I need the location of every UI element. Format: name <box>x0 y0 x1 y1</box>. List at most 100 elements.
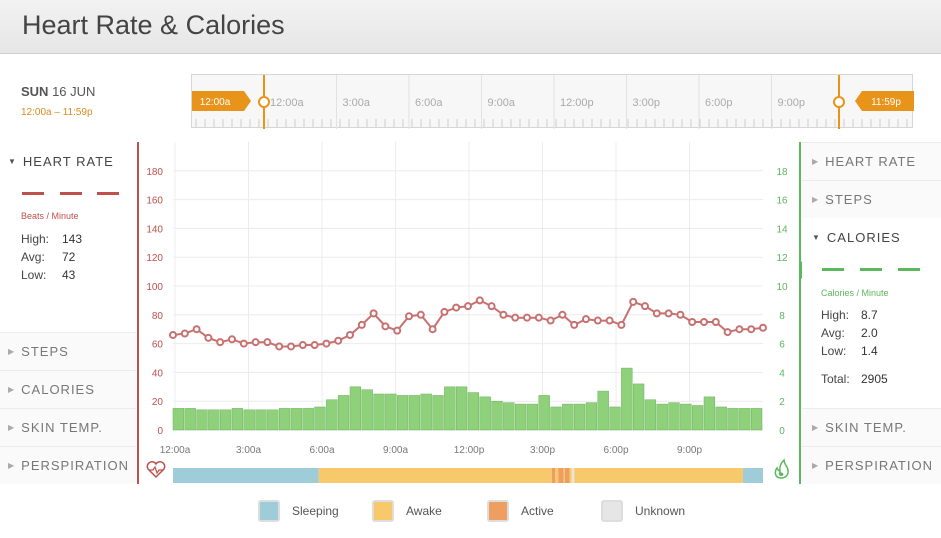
calorie-bar <box>703 396 716 431</box>
heart-rate-point <box>629 297 638 306</box>
calorie-bar <box>349 386 362 431</box>
steps-label: STEPS <box>21 344 69 359</box>
calories-label: CALORIES <box>826 229 901 245</box>
activity-strip-segment <box>571 468 575 483</box>
chevron-right-icon: ▶ <box>812 195 820 204</box>
heart-rate-point <box>298 341 307 350</box>
timeline-tick-label: 3:00p <box>633 97 661 109</box>
right-heart-rate-row[interactable]: ▶ HEART RATE <box>802 142 941 180</box>
calories-low: 1.4 <box>861 344 878 358</box>
chevron-right-icon: ▶ <box>8 461 16 470</box>
calorie-bar <box>396 395 409 431</box>
calorie-bar <box>184 408 196 431</box>
heart-rate-point <box>534 313 543 322</box>
x-axis-tick-label: 12:00p <box>454 445 485 456</box>
legend-label: Sleeping <box>292 504 339 518</box>
calorie-bar <box>208 409 220 431</box>
range-end-flag[interactable] <box>855 91 918 111</box>
heart-rate-point <box>464 302 472 311</box>
calorie-bar <box>172 408 185 431</box>
heart-rate-line-swatch <box>97 192 119 195</box>
left-axis-tick-label: 160 <box>146 196 163 207</box>
heart-rate-point <box>676 310 685 319</box>
calorie-bar <box>255 409 267 431</box>
range-start-flag[interactable] <box>188 91 251 111</box>
calorie-bar <box>739 408 751 431</box>
x-axis-tick-label: 12:00a <box>160 445 191 456</box>
right-axis-tick-label: 16 <box>776 196 788 207</box>
timeline-tick-label: 6:00a <box>415 97 443 109</box>
timeline-tick-label: 12:00p <box>560 97 594 109</box>
left-calories-row[interactable]: ▶ CALORIES <box>0 370 136 408</box>
heart-rate-point <box>228 335 236 344</box>
page-header: Heart Rate & Calories <box>0 0 941 54</box>
heart-rate-point <box>546 316 555 325</box>
left-metric-panel: ▼ HEART RATE Beats / Minute High: 143 Av… <box>0 142 136 484</box>
timeline-track[interactable]: 12:00a 3:00a 6:00a 9:00a 12:00p 3:00p 6:00p 9:0… <box>188 75 918 129</box>
calorie-bar <box>479 396 491 431</box>
right-axis-tick-label: 10 <box>776 282 788 293</box>
heart-rate-point <box>582 315 590 324</box>
heart-rate-point <box>322 339 331 348</box>
calorie-bar <box>491 400 503 431</box>
heart-rate-point <box>346 330 354 339</box>
left-skin-temp-row[interactable]: ▶ SKIN TEMP. <box>0 408 136 446</box>
timeline-tick-label: 12:00a <box>270 97 305 109</box>
calorie-bar <box>373 393 385 431</box>
activity-strip-segment <box>173 468 319 483</box>
calorie-bar <box>302 408 314 431</box>
calorie-bar <box>444 386 456 431</box>
calorie-bar <box>432 395 444 431</box>
right-perspiration-row[interactable]: ▶ PERSPIRATION <box>802 446 941 484</box>
heart-rate-point <box>664 309 673 318</box>
heart-rate-point <box>452 303 461 312</box>
left-perspiration-row[interactable]: ▶ PERSPIRATION <box>0 446 136 484</box>
heart-rate-point <box>605 316 614 325</box>
heart-rate-point <box>723 328 732 337</box>
heart-rate-point <box>652 309 661 318</box>
range-end-handle[interactable] <box>833 96 845 108</box>
heart-rate-axis-marker <box>129 184 138 200</box>
left-steps-row[interactable]: ▶ STEPS <box>0 332 136 370</box>
calorie-bar <box>243 409 255 431</box>
right-axis-tick-label: 14 <box>776 224 788 235</box>
total-label: Total: <box>821 372 850 386</box>
range-start-handle[interactable] <box>258 96 270 108</box>
chevron-right-icon: ▶ <box>8 385 16 394</box>
right-steps-row[interactable]: ▶ STEPS <box>802 180 941 218</box>
avg-label: Avg: <box>21 250 45 264</box>
date-display: SUN 16 JUN 12:00a – 11:59p <box>21 84 95 118</box>
day-label: SUN <box>21 84 49 99</box>
calories-unit: Calories / Minute <box>821 288 889 298</box>
page-title: Heart Rate & Calories <box>22 10 285 40</box>
calorie-bar <box>644 399 657 431</box>
heart-rate-point <box>393 326 402 335</box>
right-skin-temp-row[interactable]: ▶ SKIN TEMP. <box>802 408 941 446</box>
legend-item: Active <box>487 500 554 522</box>
time-range-slider[interactable]: 12:00a 3:00a 6:00a 9:00a 12:00p 3:00p 6:00p 9:0… <box>188 74 918 129</box>
calorie-bar <box>290 408 303 431</box>
heart-rate-point <box>416 310 425 319</box>
left-heart-rate-header[interactable]: ▼ HEART RATE <box>0 142 136 180</box>
activity-strip-segment <box>742 468 763 483</box>
calorie-bar <box>326 399 338 431</box>
heart-rate-point <box>357 320 366 329</box>
heart-rate-point <box>369 309 378 318</box>
heart-rate-point <box>558 310 567 319</box>
calorie-bar <box>219 409 232 431</box>
activity-strip-segment <box>318 468 552 483</box>
x-axis-tick-label: 3:00p <box>530 445 555 456</box>
heart-rate-point <box>511 313 520 322</box>
calories-avg: 2.0 <box>861 326 878 340</box>
right-axis-tick-label: 12 <box>776 253 788 264</box>
x-axis-tick-label: 9:00p <box>677 445 702 456</box>
timeline-tick-label: 3:00a <box>343 97 371 109</box>
chevron-right-icon: ▶ <box>8 347 16 356</box>
heart-rate-point <box>735 325 744 334</box>
right-calories-header[interactable]: ▼ CALORIES <box>802 218 941 256</box>
heart-rate-point <box>334 336 343 345</box>
heart-rate-point <box>216 338 225 347</box>
left-axis-tick-label: 40 <box>152 368 164 379</box>
heart-rate-point <box>688 318 697 326</box>
legend-label: Active <box>521 504 554 518</box>
